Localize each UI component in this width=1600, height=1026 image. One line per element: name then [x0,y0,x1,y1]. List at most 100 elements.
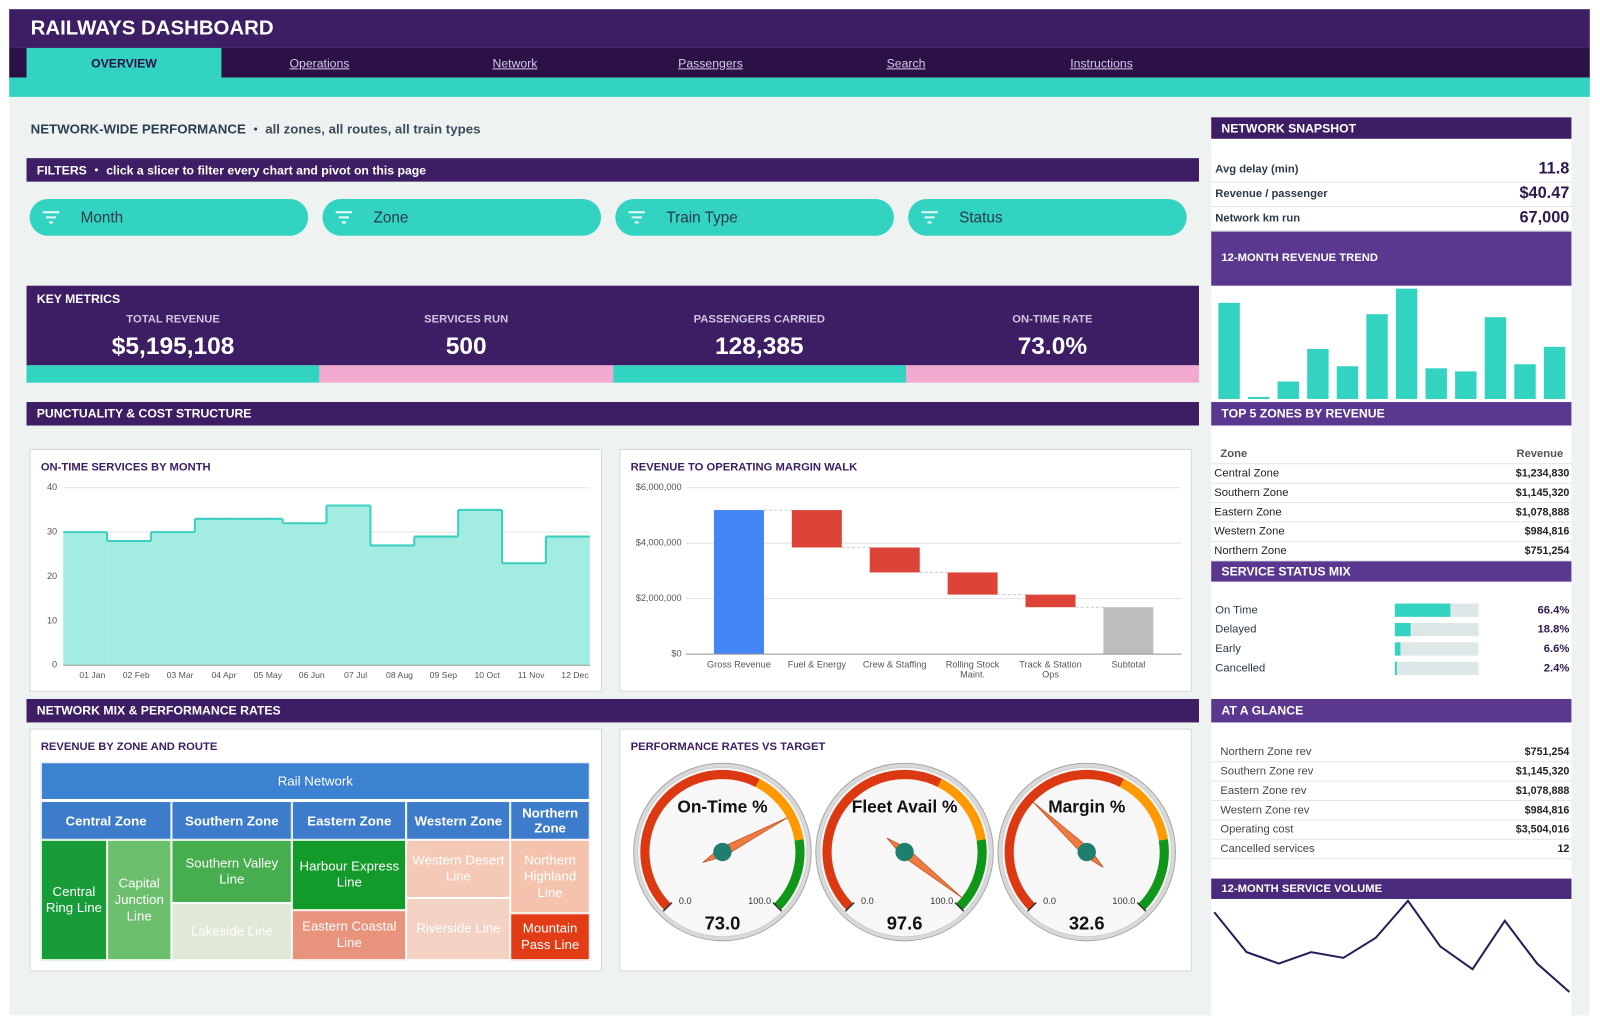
gauge-tick [844,902,855,912]
header-bar [9,9,1590,48]
nav-tab[interactable]: Passengers [678,55,743,70]
gauge-band [937,778,986,841]
gauge-value: 97.6 [887,912,923,933]
slicer[interactable]: Month [29,198,309,236]
bar [1425,368,1447,399]
nav-tab[interactable]: Search [886,55,926,70]
overview-note: all zones, all routes, all train types [265,120,481,137]
y-tick-label: $0 [671,648,681,658]
zone-revenue: $1,145,320 [1515,486,1570,499]
snapshot-label: Network km run [1215,211,1301,224]
slicer-label[interactable]: Month [80,208,124,227]
y-tick-label: $2,000,000 [636,593,682,603]
x-tick-label: 11 Nov [518,670,545,680]
metric-value: $5,195,108 [111,332,235,361]
chart-title: REVENUE BY ZONE AND ROUTE [40,740,218,753]
bar [1484,317,1507,399]
waterfall-bar [947,572,998,595]
metric-label: SERVICES RUN [424,312,509,325]
section-title: NETWORK MIX & PERFORMANCE RATES [36,703,281,718]
zone-revenue: $984,816 [1524,524,1570,538]
zone-name: Southern Zone [1214,486,1289,499]
row-separator [1211,502,1572,504]
filter-icon-shape [921,211,938,224]
status-value: 6.6% [1543,642,1570,655]
glance-label: Cancelled services [1220,842,1315,855]
glance-label: Operating cost [1220,822,1294,836]
waterfall-bar [1025,594,1076,608]
metric-label: PASSENGERS CARRIED [693,312,825,325]
section-title: PUNCTUALITY & COST STRUCTURE [36,406,252,421]
status-value: 66.4% [1537,603,1570,616]
row-separator [1211,206,1572,208]
overview-title: NETWORK-WIDE PERFORMANCE [30,120,246,137]
gauge-tick-label: 0.0 [861,896,874,906]
metric-value: 500 [445,332,487,361]
treemap-zone: Southern Zone [171,801,293,840]
status-value: 2.4% [1543,661,1570,674]
metric-label: TOTAL REVENUE [126,312,220,325]
row-separator [1211,761,1572,763]
treemap-route: Eastern Coastal Line [292,910,407,961]
y-tick-label: 10 [47,615,57,625]
area-step [282,523,327,666]
chart-title: 12-MONTH REVENUE TREND [1221,251,1378,264]
gauge-band [1138,839,1169,911]
gauge-band [755,778,804,841]
gauge-title: Margin % [1048,797,1125,817]
x-tick-label: 06 Jun [299,670,325,680]
bar [1395,288,1418,399]
slicer[interactable]: Status [908,198,1187,236]
column-header: Revenue [1516,447,1564,460]
nav-tab[interactable]: OVERVIEW [91,55,157,70]
glance-label: Western Zone rev [1220,803,1310,816]
gauge-hub [713,842,732,862]
slicer-label[interactable]: Zone [373,208,409,227]
slicer[interactable]: Zone [322,198,602,236]
sidebar-title-bar [1211,878,1572,899]
area-step [151,532,195,666]
x-tick-label: Rolling Stock Maint. [945,659,1000,680]
treemap-root: Rail Network [40,762,590,800]
treemap-route: Central Ring Line [40,839,108,961]
snapshot-value: $40.47 [1519,184,1570,203]
treemap-zone: Central Zone [40,801,172,840]
waterfall-bar [1103,607,1154,655]
metric-label: ON-TIME RATE [1012,312,1093,325]
bar [1514,364,1536,399]
slicer-label[interactable]: Status [959,208,1003,227]
status-label: Delayed [1215,622,1257,636]
progress-track [1394,661,1479,675]
x-tick-label: 09 Sep [430,670,458,680]
snapshot-value: 67,000 [1519,209,1570,227]
gauge-band [1004,769,1125,911]
nav-tab[interactable]: Network [492,55,538,70]
glance-value: $984,816 [1524,803,1570,816]
bar [1455,371,1477,399]
section-title: KEY METRICS [36,291,121,306]
row-separator [1211,560,1572,562]
progress-bar [1394,661,1397,675]
chart-title: SERVICE STATUS MIX [1221,563,1351,579]
gauge-tick [772,902,783,912]
area-step [370,545,415,666]
filters-bar [26,158,1199,182]
nav-tab[interactable]: Operations [289,55,350,70]
metric-strip [319,365,613,383]
section-title: TOP 5 ZONES BY REVENUE [1221,405,1385,420]
x-tick-label: Subtotal [1111,659,1146,670]
active-tab [26,47,222,78]
gauge-tick [1136,902,1147,912]
zone-name: Central Zone [1214,466,1280,480]
area-step [238,518,283,666]
glance-value: 12 [1557,842,1570,855]
section-title: AT A GLANCE [1221,702,1304,717]
gauge-tick [662,902,673,912]
area-step [458,509,503,666]
nav-bar [9,47,1590,78]
gauge-value: 73.0 [705,912,741,933]
status-value: 18.8% [1537,622,1570,636]
nav-tab[interactable]: Instructions [1070,55,1133,70]
slicer[interactable]: Train Type [615,198,894,236]
slicer-label[interactable]: Train Type [666,208,738,227]
